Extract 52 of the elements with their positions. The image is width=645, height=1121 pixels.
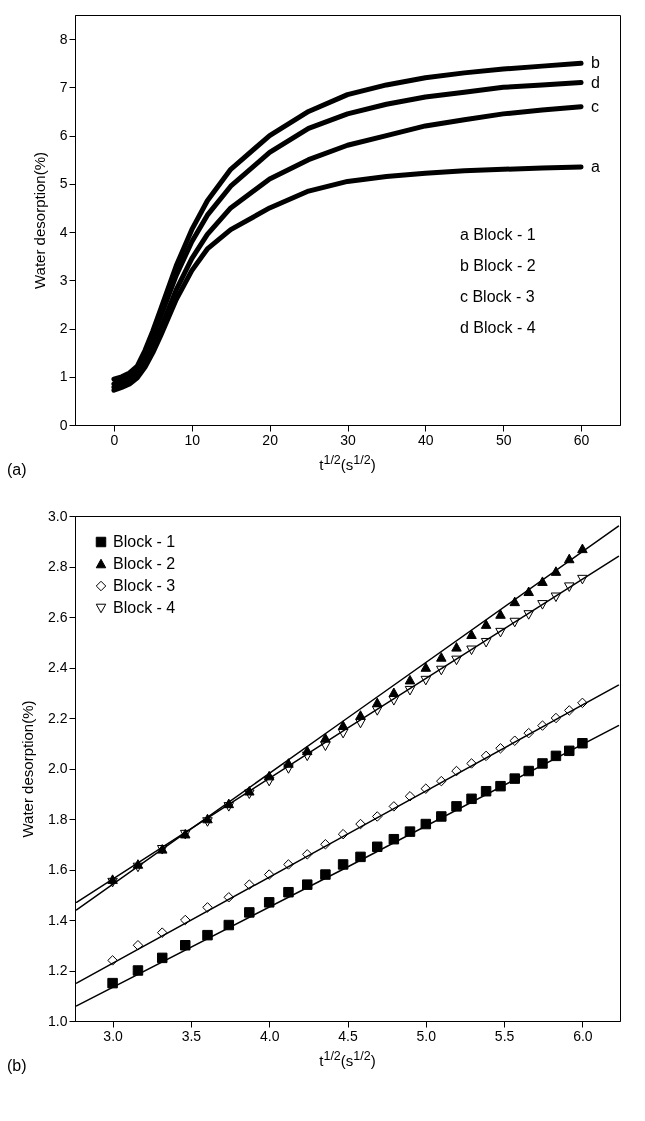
y-axis-title: Water desorption(%) — [30, 152, 48, 289]
x-tick-label: 6.0 — [573, 1027, 593, 1044]
x-tick-label: 3.0 — [103, 1027, 124, 1044]
y-tick-label: 7 — [59, 78, 68, 95]
y-tick-label: 1.0 — [48, 1012, 68, 1029]
y-tick-label: 3 — [59, 271, 68, 288]
legend-label: Block - 3 — [113, 577, 176, 594]
y-tick-label: 2.8 — [48, 558, 68, 574]
annotation: c Block - 3 — [460, 288, 535, 305]
series-label: d — [591, 73, 600, 91]
y-tick-label: 2 — [59, 320, 68, 337]
x-tick-label: 0 — [110, 431, 119, 448]
annotation: a Block - 1 — [460, 226, 536, 243]
x-tick-label: 60 — [573, 431, 590, 448]
annotation: b Block - 2 — [460, 257, 536, 274]
y-tick-label: 5 — [59, 175, 68, 192]
x-tick-label: 30 — [340, 431, 356, 448]
y-tick-label: 2.2 — [48, 709, 68, 726]
x-axis-title: t$^{1/2}$(s$^{1/2}$) — [319, 453, 376, 473]
y-tick-label: 0 — [59, 416, 68, 433]
series-label: a — [591, 157, 601, 175]
legend-label: Block - 1 — [113, 533, 176, 550]
x-tick-label: 3.5 — [181, 1027, 202, 1044]
series-label: c — [591, 97, 600, 115]
y-tick-label: 2.4 — [48, 659, 68, 675]
y-tick-label: 1.2 — [48, 962, 68, 978]
legend-label: Block - 4 — [113, 599, 176, 616]
text: (a) — [7, 461, 27, 478]
y-axis-title: Water desorption(%) — [19, 700, 37, 838]
text: (b) — [7, 1057, 27, 1074]
y-tick-label: 6 — [59, 127, 68, 144]
y-tick-label: 2.0 — [48, 760, 68, 776]
y-tick-label: 3.0 — [48, 507, 68, 524]
x-tick-label: 40 — [418, 431, 434, 448]
x-tick-label: 10 — [184, 431, 201, 448]
annotation: d Block - 4 — [460, 319, 536, 336]
x-tick-label: 20 — [262, 431, 279, 448]
y-tick-label: 1.4 — [48, 911, 68, 928]
y-tick-label: 1.6 — [48, 861, 68, 877]
x-tick-label: 4.0 — [259, 1027, 280, 1044]
y-tick-label: 1.8 — [48, 810, 68, 827]
y-tick-label: 8 — [59, 30, 68, 47]
y-tick-label: 1 — [59, 368, 68, 385]
x-axis-title: t$^{1/2}$(s$^{1/2}$) — [319, 1049, 376, 1069]
y-tick-label: 4 — [59, 223, 68, 240]
x-tick-label: 5.0 — [416, 1027, 437, 1044]
x-tick-label: 50 — [495, 431, 512, 448]
legend-label: Block - 2 — [113, 555, 176, 572]
y-tick-label: 2.6 — [48, 608, 68, 625]
series-label: b — [591, 54, 601, 72]
x-tick-label: 4.5 — [338, 1027, 358, 1044]
x-tick-label: 5.5 — [494, 1027, 515, 1044]
